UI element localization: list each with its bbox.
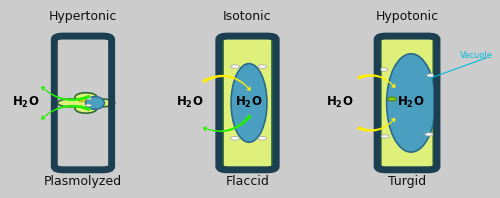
Circle shape — [258, 65, 267, 68]
Ellipse shape — [86, 97, 104, 109]
Circle shape — [86, 104, 91, 107]
Text: Vacuole: Vacuole — [460, 51, 493, 60]
Text: Hypotonic: Hypotonic — [376, 10, 438, 23]
Text: Hypertonic: Hypertonic — [49, 10, 117, 23]
Circle shape — [258, 137, 267, 140]
Text: $\mathbf{H_2O}$: $\mathbf{H_2O}$ — [398, 95, 425, 110]
Circle shape — [425, 133, 433, 136]
Polygon shape — [58, 93, 114, 113]
Text: $\mathbf{H_2O}$: $\mathbf{H_2O}$ — [236, 95, 262, 110]
FancyBboxPatch shape — [380, 37, 434, 168]
Ellipse shape — [386, 54, 436, 152]
Ellipse shape — [78, 98, 86, 102]
Text: $\mathbf{H_2O}$: $\mathbf{H_2O}$ — [326, 95, 353, 110]
Text: Flaccid: Flaccid — [226, 175, 270, 188]
Text: Isotonic: Isotonic — [223, 10, 272, 23]
Ellipse shape — [388, 97, 396, 101]
Circle shape — [381, 135, 389, 138]
FancyBboxPatch shape — [223, 38, 272, 168]
Text: Turgid: Turgid — [388, 175, 426, 188]
FancyBboxPatch shape — [57, 37, 109, 169]
Ellipse shape — [231, 64, 267, 142]
Circle shape — [427, 74, 435, 77]
Text: $\mathbf{H_2O}$: $\mathbf{H_2O}$ — [12, 95, 40, 110]
Text: Plasmolyzed: Plasmolyzed — [44, 175, 122, 188]
Circle shape — [230, 137, 239, 140]
Circle shape — [230, 65, 239, 68]
Text: $\mathbf{H_2O}$: $\mathbf{H_2O}$ — [176, 95, 204, 110]
Circle shape — [86, 97, 91, 100]
Circle shape — [380, 68, 388, 71]
